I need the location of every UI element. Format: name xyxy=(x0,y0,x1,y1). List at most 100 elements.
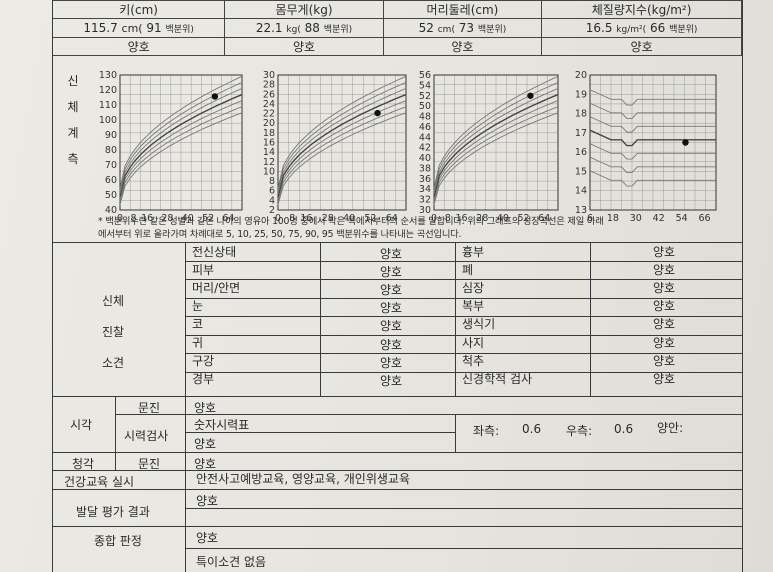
rule xyxy=(52,470,742,471)
y-tick-label: 40 xyxy=(419,153,431,164)
y-tick-label: 30 xyxy=(419,205,431,216)
weight-unit: kg( xyxy=(286,25,301,35)
height-value: 115.7 xyxy=(83,21,118,35)
exam-item-left: 귀 xyxy=(192,335,204,350)
exam-item-left: 피부 xyxy=(192,263,215,278)
hearing-interview-label: 문진 xyxy=(138,457,161,471)
exam-result-right: 양호 xyxy=(653,263,676,278)
exam-result-right: 양호 xyxy=(653,299,676,314)
y-tick-label: 16 xyxy=(263,138,275,149)
rule xyxy=(185,548,742,549)
bmi-pct: 66 xyxy=(649,21,666,35)
x-tick-label: 30 xyxy=(630,213,642,224)
head-pct: 73 xyxy=(458,21,475,35)
exam-result-right: 양호 xyxy=(653,245,676,259)
y-tick-label: 32 xyxy=(419,195,431,206)
rule xyxy=(52,526,742,527)
side-char: 측 xyxy=(67,152,79,166)
exam-item-left: 전신상태 xyxy=(192,245,237,259)
height-pct-label: 백분위) xyxy=(165,25,194,35)
y-tick-label: 17 xyxy=(575,128,587,139)
x-tick-label: 64 xyxy=(386,213,398,224)
rule xyxy=(455,242,456,396)
y-tick-label: 12 xyxy=(263,157,275,168)
rule xyxy=(52,489,742,490)
rule xyxy=(115,414,742,415)
percentile-curve xyxy=(119,106,243,203)
rule xyxy=(185,260,742,262)
percentile-curve xyxy=(277,112,407,205)
bmi-unit: kg/m²( xyxy=(616,25,647,35)
exam-side-label: 신체 진찰 소견 xyxy=(102,286,124,379)
note-line-2: 에서부터 위로 올라가며 차례대로 5, 10, 25, 50, 75, 90,… xyxy=(98,229,462,240)
percentile-curve xyxy=(433,81,559,192)
y-tick-label: 42 xyxy=(419,143,431,154)
x-tick-label: 8 xyxy=(445,213,451,224)
x-tick-label: 8 xyxy=(131,213,137,224)
education-label: 건강교육 실시 xyxy=(64,475,135,489)
x-tick-label: 0 xyxy=(431,213,437,224)
exam-item-left: 머리/안면 xyxy=(192,281,241,296)
y-tick-label: 50 xyxy=(419,101,431,112)
vision-interview-value: 양호 xyxy=(194,401,217,415)
x-tick-label: 52 xyxy=(364,213,376,224)
y-tick-label: 80 xyxy=(105,145,117,156)
x-tick-label: 40 xyxy=(497,213,509,224)
measurement-point xyxy=(682,139,689,146)
growth-table: 키(cm) 몸무게(kg) 머리둘레(cm) 체질량지수(kg/m²) 115.… xyxy=(51,0,742,56)
x-tick-label: 28 xyxy=(161,213,173,224)
bmi-value: 16.5 xyxy=(585,21,613,35)
percentile-curve xyxy=(277,81,407,192)
rule xyxy=(185,371,742,373)
height-pct: 91 xyxy=(146,21,162,35)
exam-result-left: 양호 xyxy=(380,337,403,352)
x-tick-label: 64 xyxy=(222,213,234,224)
exam-result-right: 양호 xyxy=(653,371,676,386)
rule xyxy=(52,396,742,397)
percentile-curve xyxy=(433,106,559,203)
height-status: 양호 xyxy=(51,37,226,56)
rule xyxy=(52,0,53,572)
head-pct-label: 백분위) xyxy=(477,25,507,35)
overall-value: 양호 xyxy=(196,531,219,545)
height-value-cell: 115.7 cm( 91 백분위) xyxy=(51,18,226,38)
y-tick-label: 130 xyxy=(99,70,117,81)
percentile-curve xyxy=(589,116,716,133)
rule xyxy=(52,242,742,243)
x-tick-label: 40 xyxy=(182,213,194,224)
vision-left-value: 0.6 xyxy=(522,422,542,436)
exam-result-right: 양호 xyxy=(653,317,676,332)
exam-result-left: 양호 xyxy=(380,265,403,280)
y-tick-label: 6 xyxy=(269,186,275,197)
x-tick-label: 8 xyxy=(289,213,295,224)
hearing-label: 청각 xyxy=(72,457,95,471)
y-tick-label: 14 xyxy=(575,186,587,197)
exam-result-right: 양호 xyxy=(653,353,676,368)
y-tick-label: 30 xyxy=(263,70,275,81)
side-char: 계 xyxy=(67,126,79,140)
exam-result-left: 양호 xyxy=(380,247,403,261)
x-tick-label: 54 xyxy=(676,213,688,224)
measurement-point xyxy=(211,93,219,100)
percentile-curve xyxy=(119,100,243,200)
exam-item-right: 신경학적 검사 xyxy=(462,371,533,386)
rule xyxy=(185,316,742,317)
y-tick-label: 8 xyxy=(269,176,275,187)
exam-side-3: 소견 xyxy=(102,356,125,370)
y-tick-label: 46 xyxy=(419,122,431,133)
x-tick-label: 16 xyxy=(141,213,153,224)
vision-left-label: 좌측: xyxy=(473,424,500,438)
percentile-curve xyxy=(589,156,716,174)
y-tick-label: 40 xyxy=(105,205,117,216)
y-tick-label: 100 xyxy=(99,115,117,126)
y-tick-label: 22 xyxy=(263,109,275,120)
exam-item-right: 사지 xyxy=(462,335,485,350)
y-tick-label: 16 xyxy=(575,147,587,158)
bmi-status: 양호 xyxy=(541,37,742,56)
x-tick-label: 16 xyxy=(456,213,468,224)
x-tick-label: 0 xyxy=(117,213,123,224)
y-tick-label: 28 xyxy=(263,80,275,91)
rule xyxy=(185,508,742,509)
exam-item-left: 코 xyxy=(192,317,204,332)
y-tick-label: 15 xyxy=(575,166,587,177)
